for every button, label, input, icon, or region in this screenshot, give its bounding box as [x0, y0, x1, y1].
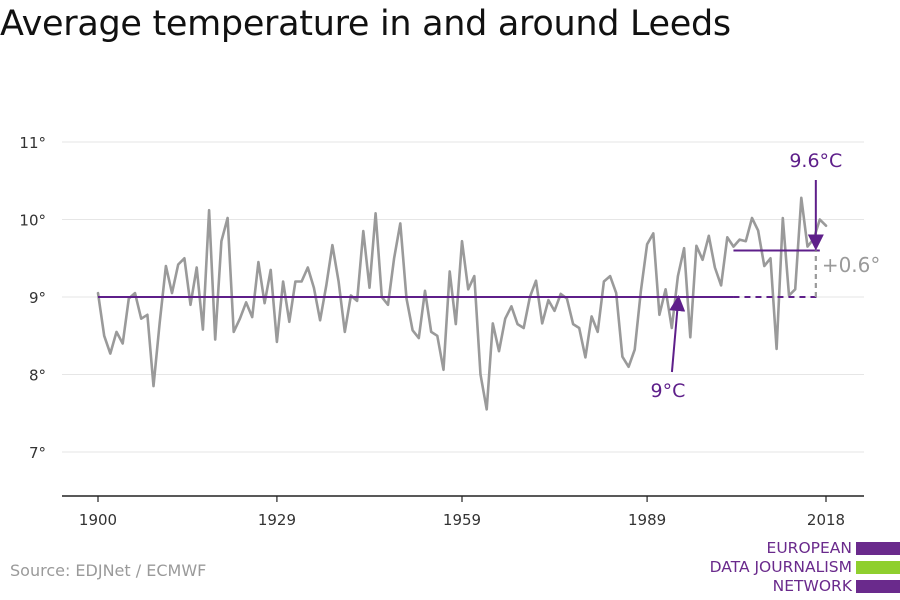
source-note: Source: EDJNet / ECMWF [10, 561, 207, 580]
logo-line-3: NETWORK [772, 577, 852, 595]
recent-label: 9.6°C [789, 150, 842, 172]
logo-bar-3 [856, 580, 900, 593]
x-tick-label: 1989 [628, 511, 666, 529]
edjnet-logo: EUROPEAN DATA JOURNALISM NETWORK [705, 538, 900, 598]
x-tick-label: 1959 [443, 511, 481, 529]
logo-bar-2 [856, 561, 900, 574]
x-tick-label: 1929 [258, 511, 296, 529]
baseline-arrow [669, 295, 686, 373]
y-axis: 7° 8° 9° 10° 11° [19, 134, 46, 462]
y-tick-label: 11° [19, 134, 46, 152]
logo-bar-1 [856, 542, 900, 555]
logo-line-1: EUROPEAN [766, 539, 852, 557]
annotations: +0.6° 9°C 9.6°C [98, 150, 880, 402]
y-tick-label: 8° [29, 367, 46, 385]
chart-title: Average temperature in and around Leeds [0, 4, 731, 44]
temperature-series-line [96, 196, 828, 411]
x-tick-label: 1900 [79, 511, 117, 529]
x-tick-label: 2018 [807, 511, 845, 529]
baseline-label: 9°C [651, 380, 686, 402]
logo-line-2: DATA JOURNALISM [709, 558, 852, 576]
x-axis: 1900 1929 1959 1989 2018 [62, 495, 864, 529]
delta-label: +0.6° [822, 253, 881, 277]
y-tick-label: 10° [19, 212, 46, 230]
series-group [96, 196, 828, 411]
y-tick-label: 7° [29, 444, 46, 462]
y-tick-label: 9° [29, 289, 46, 307]
